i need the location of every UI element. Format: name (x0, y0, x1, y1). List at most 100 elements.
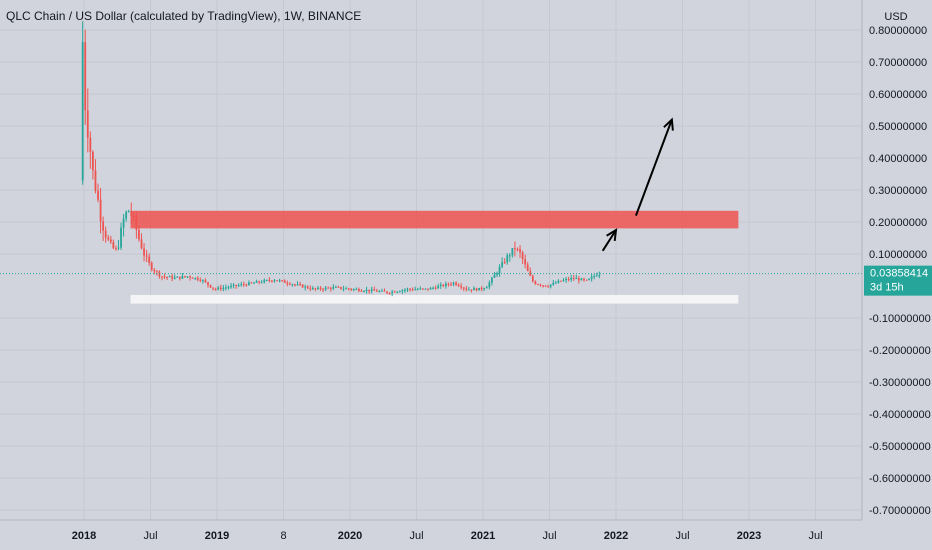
chart-title: QLC Chain / US Dollar (calculated by Tra… (6, 9, 361, 23)
candle-down (539, 284, 542, 286)
candle-up (260, 282, 263, 284)
candle-down (132, 216, 135, 218)
last-price-badge-bg (864, 265, 932, 296)
candle-down (150, 262, 153, 270)
candle-down (409, 288, 411, 290)
candle-down (529, 271, 532, 276)
candle-down (373, 289, 376, 291)
candle-down (299, 284, 301, 286)
candle-down (155, 271, 158, 273)
candle-down (560, 280, 562, 282)
candle-down (84, 42, 87, 111)
price-tick-label: 0.20000000 (869, 217, 927, 229)
candle-down (196, 277, 199, 280)
candle-down (294, 284, 296, 286)
time-tick-label: 2023 (737, 530, 761, 542)
candle-down (421, 288, 424, 290)
price-tick-label: -0.70000000 (869, 505, 931, 517)
price-tick-label: -0.40000000 (869, 409, 931, 421)
candle-down (219, 287, 222, 290)
time-tick-label: Jul (542, 530, 556, 542)
projection-arrow-shaft (601, 229, 617, 252)
candle-up (488, 282, 491, 288)
candle-up (378, 291, 381, 293)
candle-up (549, 284, 552, 287)
grid-lines (0, 0, 862, 520)
resistance-zone (130, 210, 739, 229)
candle-down (514, 248, 516, 250)
candle-down (199, 279, 202, 281)
candle-up (225, 287, 227, 289)
time-tick-label: 2022 (604, 530, 628, 542)
candle-down (235, 284, 238, 286)
candle-up (230, 285, 232, 288)
candle-up (398, 291, 401, 293)
candle-up (332, 287, 335, 289)
candle-up (467, 289, 470, 291)
price-axis[interactable]: 0.80000000 0.70000000 0.60000000 0.50000000… (869, 25, 931, 517)
candle-down (329, 287, 332, 289)
candle-up (473, 288, 475, 291)
candle-up (176, 276, 179, 278)
candle-up (575, 278, 578, 280)
candle-up (506, 255, 509, 263)
candle-down (393, 291, 396, 293)
candle-up (217, 287, 220, 290)
candle-down (276, 280, 278, 282)
time-tick-label: Jul (409, 530, 423, 542)
candle-up (240, 284, 243, 286)
candle-up (363, 291, 365, 293)
candle-up (478, 287, 481, 291)
candle-down (138, 229, 140, 240)
price-tick-label: -0.20000000 (869, 345, 931, 357)
candle-down (306, 286, 309, 289)
candle-down (209, 284, 212, 288)
candle-down (271, 280, 273, 282)
candle-down (94, 170, 97, 191)
candle-down (135, 216, 138, 230)
candle-up (593, 276, 596, 278)
candle-up (345, 288, 348, 290)
candle-down (153, 269, 156, 272)
bar-countdown: 3d 15h (870, 282, 904, 294)
candle-up (570, 277, 573, 280)
candle-down (450, 284, 452, 286)
candle-down (368, 289, 371, 292)
time-axis[interactable]: 2018 Jul 2019 8 2020 Jul 2021 Jul 2022 Jul 2023 Jul (72, 530, 823, 542)
candle-down (140, 239, 143, 249)
candle-up (125, 212, 128, 219)
candle-down (577, 278, 580, 281)
candle-down (340, 286, 342, 289)
candle-down (572, 277, 575, 279)
candle-up (598, 274, 601, 276)
candle-down (184, 276, 186, 278)
candle-down (427, 288, 429, 290)
candle-down (524, 259, 527, 265)
candle-up (557, 280, 560, 283)
candle-up (127, 211, 130, 213)
price-tick-label: 0.50000000 (869, 121, 927, 133)
candle-up (81, 42, 84, 181)
candle-down (143, 248, 145, 256)
candle-down (360, 290, 363, 292)
candle-down (99, 199, 102, 222)
candle-up (201, 280, 204, 282)
candle-up (342, 288, 345, 290)
candle-up (355, 288, 358, 290)
candle-up (291, 284, 294, 286)
candle-down (358, 288, 360, 291)
candle-down (245, 284, 248, 286)
candle-up (311, 288, 314, 290)
candle-down (386, 291, 388, 294)
candle-down (145, 255, 148, 257)
candle-down (166, 276, 168, 278)
candle-up (122, 218, 125, 228)
candle-up (370, 289, 373, 292)
price-tick-label: -0.50000000 (869, 441, 931, 453)
time-tick-label: Jul (808, 530, 822, 542)
candle-down (503, 262, 506, 264)
candle-up (437, 286, 440, 289)
candle-up (232, 284, 235, 286)
